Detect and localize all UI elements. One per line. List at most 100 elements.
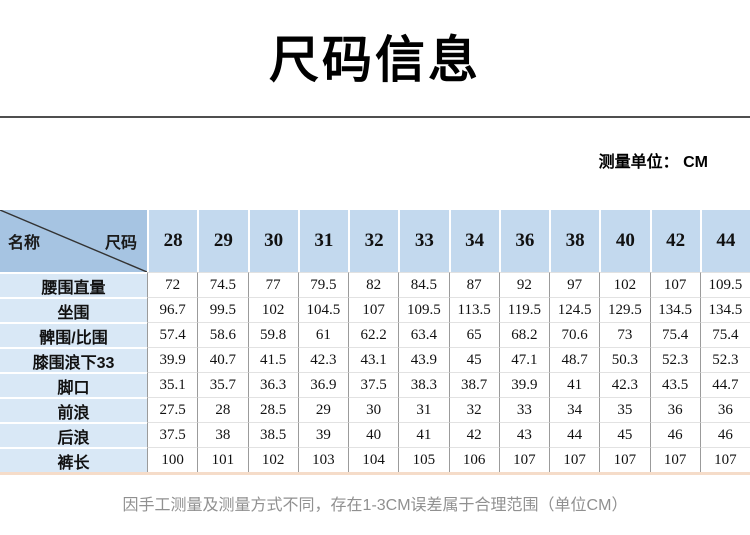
value-cell: 41 — [398, 422, 449, 447]
value-cell: 104 — [348, 447, 399, 472]
value-cell: 38.3 — [398, 372, 449, 397]
value-cell: 46 — [699, 422, 750, 447]
value-cell: 62.2 — [348, 322, 399, 347]
value-cell: 41.5 — [247, 347, 298, 372]
size-table: 名称 尺码 28 29 30 31 32 33 34 36 38 40 42 44 腰围直量 72 74.5… — [0, 210, 750, 475]
value-cell: 129.5 — [599, 297, 650, 322]
value-cell: 109.5 — [398, 297, 449, 322]
value-cell: 97 — [549, 272, 600, 297]
size-header-cell: 32 — [348, 210, 399, 272]
value-cell: 77 — [247, 272, 298, 297]
value-cell: 37.5 — [147, 422, 198, 447]
measure-unit-note: 测量单位： CM — [598, 154, 708, 171]
value-cell: 27.5 — [147, 397, 198, 422]
row-label-cell: 脚口 — [0, 372, 147, 397]
value-cell: 109.5 — [699, 272, 750, 297]
value-cell: 37.5 — [348, 372, 399, 397]
value-cell: 107 — [549, 447, 600, 472]
value-cell: 40 — [348, 422, 399, 447]
value-cell: 38.5 — [247, 422, 298, 447]
value-cell: 52.3 — [649, 347, 700, 372]
value-cell: 134.5 — [699, 297, 750, 322]
value-cell: 134.5 — [649, 297, 700, 322]
size-header-cell: 42 — [649, 210, 700, 272]
diagonal-line — [0, 210, 147, 272]
value-cell: 42.3 — [599, 372, 650, 397]
value-cell: 36 — [699, 397, 750, 422]
row-label-cell: 前浪 — [0, 397, 147, 422]
row-label-cell: 膝围浪下33 — [0, 347, 147, 372]
value-cell: 100 — [147, 447, 198, 472]
value-cell: 103 — [297, 447, 348, 472]
value-cell: 35 — [599, 397, 650, 422]
value-cell: 61 — [297, 322, 348, 347]
value-cell: 70.6 — [549, 322, 600, 347]
value-cell: 33 — [498, 397, 549, 422]
value-cell: 99.5 — [197, 297, 248, 322]
value-cell: 84.5 — [398, 272, 449, 297]
row-label-cell: 后浪 — [0, 422, 147, 447]
value-cell: 57.4 — [147, 322, 198, 347]
value-cell: 106 — [448, 447, 499, 472]
value-cell: 43.9 — [398, 347, 449, 372]
row-label-cell: 髀围/比围 — [0, 322, 147, 347]
value-cell: 31 — [398, 397, 449, 422]
value-cell: 102 — [247, 297, 298, 322]
size-header-cell: 28 — [147, 210, 198, 272]
value-cell: 43.1 — [348, 347, 399, 372]
value-cell: 43.5 — [649, 372, 700, 397]
value-cell: 96.7 — [147, 297, 198, 322]
value-cell: 44.7 — [699, 372, 750, 397]
value-cell: 35.1 — [147, 372, 198, 397]
value-cell: 107 — [649, 447, 700, 472]
value-cell: 102 — [599, 272, 650, 297]
value-cell: 58.6 — [197, 322, 248, 347]
size-header-cell: 33 — [398, 210, 449, 272]
value-cell: 36.3 — [247, 372, 298, 397]
value-cell: 75.4 — [649, 322, 700, 347]
value-cell: 113.5 — [448, 297, 499, 322]
value-cell: 46 — [649, 422, 700, 447]
value-cell: 38.7 — [448, 372, 499, 397]
value-cell: 39.9 — [498, 372, 549, 397]
value-cell: 48.7 — [549, 347, 600, 372]
value-cell: 79.5 — [297, 272, 348, 297]
size-header-cell: 31 — [297, 210, 348, 272]
value-cell: 39.9 — [147, 347, 198, 372]
value-cell: 47.1 — [498, 347, 549, 372]
value-cell: 29 — [297, 397, 348, 422]
page-title: 尺码信息 — [269, 32, 481, 88]
value-cell: 52.3 — [699, 347, 750, 372]
value-cell: 92 — [498, 272, 549, 297]
value-cell: 107 — [348, 297, 399, 322]
title-divider — [0, 116, 750, 118]
value-cell: 36.9 — [297, 372, 348, 397]
value-cell: 44 — [549, 422, 600, 447]
value-cell: 50.3 — [599, 347, 650, 372]
corner-size-label: 尺码 — [104, 235, 137, 252]
value-cell: 107 — [599, 447, 650, 472]
value-cell: 42.3 — [297, 347, 348, 372]
value-cell: 105 — [398, 447, 449, 472]
size-header-cell: 30 — [247, 210, 298, 272]
size-header-cell: 29 — [197, 210, 248, 272]
value-cell: 107 — [498, 447, 549, 472]
size-header-cell: 40 — [599, 210, 650, 272]
value-cell: 104.5 — [297, 297, 348, 322]
value-cell: 87 — [448, 272, 499, 297]
value-cell: 68.2 — [498, 322, 549, 347]
corner-header-cell: 名称 尺码 — [0, 210, 147, 272]
value-cell: 42 — [448, 422, 499, 447]
value-cell: 107 — [649, 272, 700, 297]
value-cell: 59.8 — [247, 322, 298, 347]
value-cell: 45 — [448, 347, 499, 372]
value-cell: 41 — [549, 372, 600, 397]
value-cell: 36 — [649, 397, 700, 422]
row-label-cell: 腰围直量 — [0, 272, 147, 297]
value-cell: 119.5 — [498, 297, 549, 322]
value-cell: 43 — [498, 422, 549, 447]
value-cell: 73 — [599, 322, 650, 347]
value-cell: 124.5 — [549, 297, 600, 322]
disclaimer-note: 因手工测量及测量方式不同，存在1-3CM误差属于合理范围（单位CM） — [122, 497, 628, 514]
value-cell: 72 — [147, 272, 198, 297]
